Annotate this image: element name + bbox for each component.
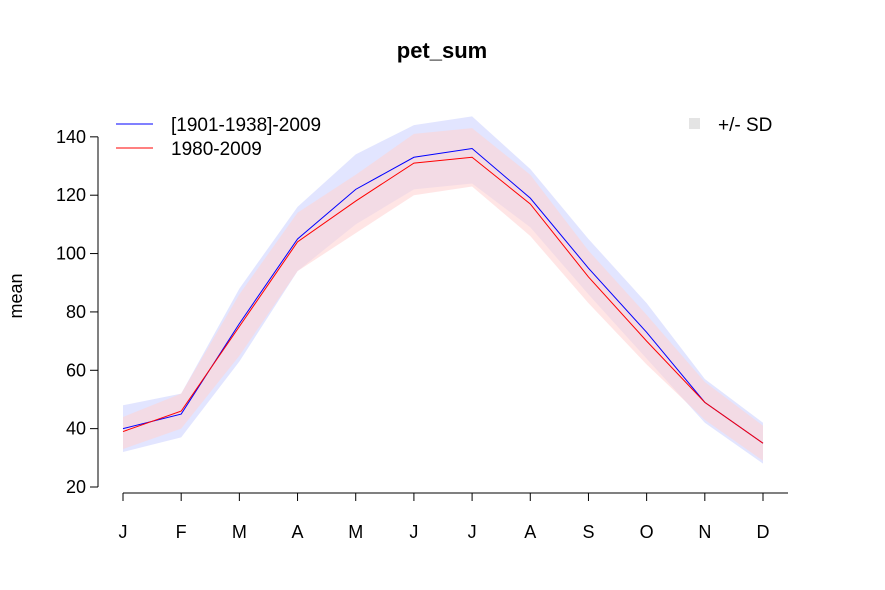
axes: 20 40 60 80 100 120 140 J F M A M J J A S O N D	[56, 127, 788, 542]
x-tick-label: J	[468, 522, 477, 542]
x-tick-label: S	[582, 522, 594, 542]
y-tick-label: 20	[66, 477, 86, 497]
y-tick-label: 80	[66, 302, 86, 322]
series-lines	[122, 147, 764, 444]
chart-title: pet_sum	[397, 38, 487, 63]
series-line-1	[122, 147, 764, 444]
x-tick-label: M	[348, 522, 363, 542]
x-tick-label: F	[176, 522, 187, 542]
x-tick-label: D	[757, 522, 770, 542]
legend: [1901-1938]-2009 1980-2009 +/- SD	[116, 115, 772, 160]
x-tick-label: M	[232, 522, 247, 542]
x-tick-label: O	[640, 522, 654, 542]
y-axis-label: mean	[6, 273, 26, 318]
legend-band-swatch	[689, 118, 700, 129]
y-tick-label: 60	[66, 360, 86, 380]
y-tick-label: 140	[56, 127, 86, 147]
series-line-2	[122, 156, 764, 444]
x-tick-label: A	[524, 522, 536, 542]
sd-bands	[123, 116, 763, 464]
x-tick-label: A	[292, 522, 304, 542]
y-tick-label: 120	[56, 185, 86, 205]
legend-band-label: +/- SD	[718, 115, 772, 136]
x-tick-label: J	[409, 522, 418, 542]
sd-band-2	[123, 128, 763, 461]
y-tick-label: 40	[66, 419, 86, 439]
x-tick-label: N	[698, 522, 711, 542]
x-tick-label: J	[119, 522, 128, 542]
legend-entry-1: [1901-1938]-2009	[171, 115, 321, 136]
y-tick-label: 100	[56, 244, 86, 264]
legend-entry-2: 1980-2009	[171, 139, 262, 160]
